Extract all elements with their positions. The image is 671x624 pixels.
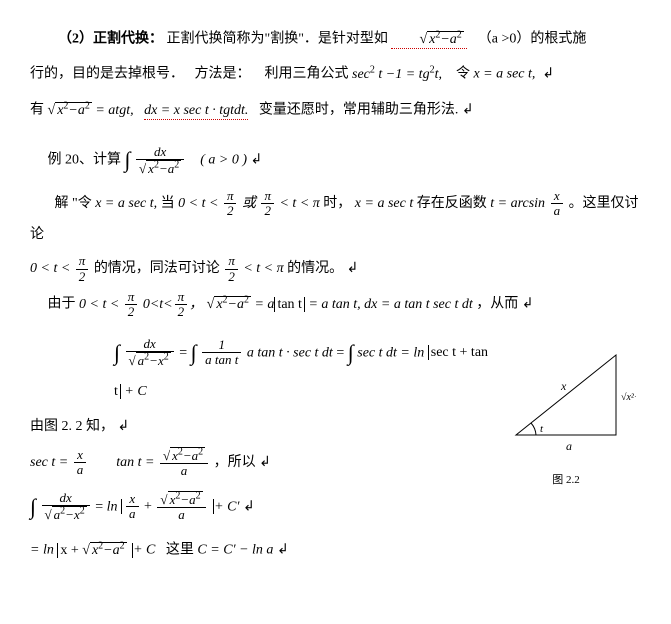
line3-pre: 有 xyxy=(30,103,44,118)
line7-pre: 由于 xyxy=(48,297,76,312)
intro-paren: （a >0）的根式施 xyxy=(478,32,587,47)
paragraph-2: 行的，目的是去掉根号． 方法是： 利用三角公式 sec2 t −1 = tg2t… xyxy=(30,59,641,90)
line3-sqrt: x2−a2 = atgt, xyxy=(48,103,138,118)
ex20-label: 例 20、计算 xyxy=(48,153,122,168)
intro-formula-1: x2−a2 xyxy=(391,32,467,49)
formula-sec: sec2 t −1 = tg2t, xyxy=(352,67,442,82)
line3-dx: dx = x sec t · tgtdt. xyxy=(144,103,248,120)
method-label: 方法是： xyxy=(195,67,251,82)
final-note: 这里 C = C′ − ln a xyxy=(166,543,274,558)
line6-range2: π2 < t < π xyxy=(223,261,283,276)
line7-range-dup: 0<t<π2， xyxy=(143,297,203,312)
chain-equation: ∫ dx a2−x2 = ∫ 1 a tan t a tan t · sec t… xyxy=(114,329,491,408)
line7-post: ，从而 xyxy=(476,297,518,312)
sol-eq1: x = a sec t, xyxy=(95,196,157,211)
fig-adj-label: a xyxy=(566,439,572,453)
line7-sqrt: x2−a2 = atan t = a tan t, dx = a tan t s… xyxy=(207,297,477,312)
final-tail1: + C′ xyxy=(214,499,239,514)
method-text-2: 令 xyxy=(456,67,470,82)
sol-exist: 存在反函数 xyxy=(417,196,487,211)
line6-end: 的情况。 xyxy=(287,261,343,276)
line6-mid: 的情况，同法可讨论 xyxy=(94,261,220,276)
so-text: ，所以 xyxy=(214,455,256,470)
line6-range: 0 < t < π2 xyxy=(30,261,90,276)
ex20-cond: ( a > 0 ) xyxy=(200,153,247,168)
fig-ref-line: 由图 2. 2 知， ↲ xyxy=(30,412,491,443)
sol-range1: 0 < t < π2 或 π2 < t < π xyxy=(178,196,320,211)
solution-line-2: 0 < t < π2 的情况，同法可讨论 π2 < t < π 的情况。 ↲ xyxy=(30,254,641,285)
fig-hyp-label: x xyxy=(560,379,567,393)
line7-range: 0 < t < π2 xyxy=(79,297,139,312)
method-text-1: 利用三角公式 xyxy=(265,67,349,82)
fig-angle-label: t xyxy=(540,423,544,435)
fig-label: 由图 2. 2 知， xyxy=(30,419,114,434)
solution-line-1: 解 "令 x = a sec t, 当 0 < t < π2 或 π2 < t … xyxy=(30,189,641,251)
final-eq2-tail: + C xyxy=(133,543,155,558)
paragraph-1: （2）正割代换： 正割代换简称为"割换"．是针对型如 x2−a2 （a >0）的… xyxy=(30,24,641,55)
sec-tan-line: sec t = xa tan t = x2−a2a ，所以 ↲ xyxy=(30,447,491,479)
figure-column: x a t √x²−a² 图 2.2 xyxy=(491,335,641,492)
sol-when: 当 xyxy=(161,196,175,211)
let-x: x = a sec t, xyxy=(473,67,535,82)
intro-text-2: 行的，目的是去掉根号． xyxy=(30,67,184,82)
sol-quote-open: "令 xyxy=(72,196,92,211)
sol-when-word: 时， xyxy=(323,196,351,211)
paragraph-3: 有 x2−a2 = atgt, dx = x sec t · tgtdt. 变量… xyxy=(30,95,641,126)
line3-post: 变量还愿时，常用辅助三角形法. xyxy=(259,103,459,118)
sol-eq2: x = a sec t xyxy=(355,196,413,211)
example-20-line: 例 20、计算 ∫ dx x2−a2 ( a > 0 ) ↲ xyxy=(30,136,641,184)
fig-opp-label: √x²−a² xyxy=(621,392,636,403)
derivation-line-1: 由于 0 < t < π2 0<t<π2， x2−a2 = atan t = a… xyxy=(30,289,641,320)
heading-label: （2）正割代换： xyxy=(58,32,163,47)
intro-text-1: 正割代换简称为"割换"．是针对型如 xyxy=(167,32,388,47)
tan-eq: tan t = x2−a2a xyxy=(116,455,210,470)
figure-caption: 图 2.2 xyxy=(491,468,641,492)
final-eq2-pre: = ln xyxy=(30,543,54,558)
sec-eq: sec t = xa xyxy=(30,455,88,470)
final-eq-line2: = ln x + x2−a2 + C 这里 C = C′ − ln a ↲ xyxy=(30,535,491,566)
sol-label: 解 xyxy=(55,196,69,211)
triangle-figure: x a t √x²−a² xyxy=(496,335,636,455)
final-eq-line1: ∫ dx a2−x2 = ln xa + x2−a2a + C′ ↲ xyxy=(30,483,491,531)
ex20-integral: dx x2−a2 xyxy=(136,145,184,177)
main-row: ∫ dx a2−x2 = ∫ 1 a tan t a tan t · sec t… xyxy=(30,325,641,571)
sol-inv: t = arcsin xa xyxy=(490,196,565,211)
